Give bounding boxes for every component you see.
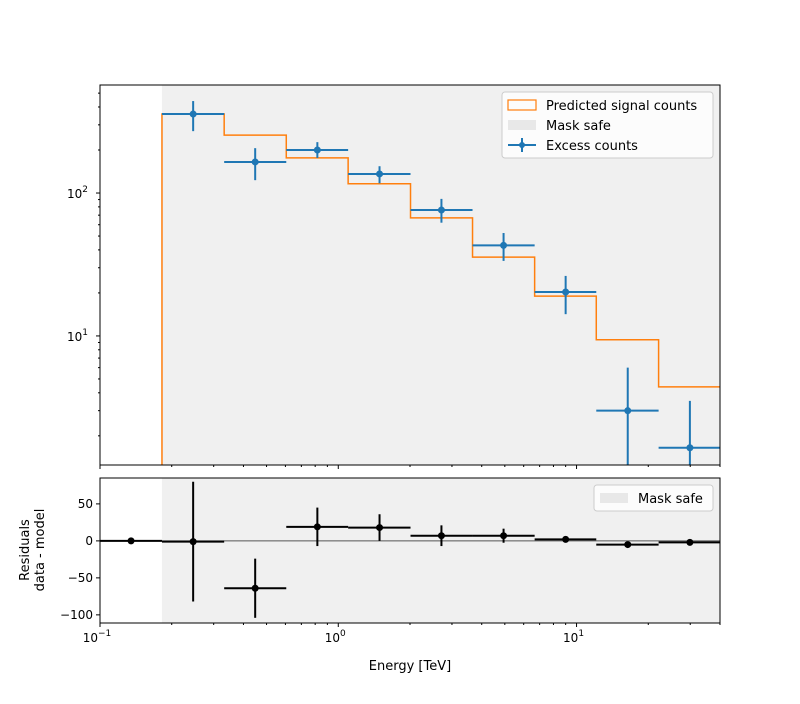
y-tick-label: 102 — [67, 185, 88, 201]
y-tick-label: 0 — [85, 534, 93, 548]
data-point — [313, 523, 321, 531]
x-tick-exp: 1 — [578, 629, 584, 639]
x-axis-label: Energy [TeV] — [369, 659, 451, 674]
legend: Mask safe — [593, 484, 714, 512]
legend-label: Mask safe — [638, 492, 703, 507]
y-tick-label: 50 — [78, 497, 93, 511]
y-tick-base: 10 — [67, 330, 82, 344]
legend-swatch-predicted — [507, 99, 537, 111]
data-point — [376, 524, 384, 532]
y-tick-label: −100 — [60, 608, 93, 622]
data-point — [562, 288, 570, 296]
legend-box — [501, 91, 714, 159]
y-axis-label-line1: Residuals — [18, 519, 33, 581]
x-tick-exp: 0 — [340, 629, 346, 639]
data-point — [686, 538, 694, 546]
x-tick-exp: −1 — [98, 629, 111, 639]
data-point — [189, 110, 197, 118]
data-point — [624, 407, 632, 415]
y-tick-label: −50 — [68, 571, 93, 585]
data-point — [500, 532, 508, 540]
data-point — [624, 541, 632, 549]
data-point — [313, 146, 321, 154]
data-point — [251, 158, 259, 166]
data-point — [251, 584, 259, 592]
y-tick-exp: 1 — [82, 328, 88, 338]
y-tick-base: 10 — [67, 187, 82, 201]
legend-label: Mask safe — [546, 119, 611, 134]
x-tick-base: 10 — [83, 631, 98, 645]
legend-label: Excess counts — [546, 139, 638, 154]
y-tick-exp: 2 — [82, 185, 88, 195]
legend-swatch-excess-dot — [519, 142, 525, 148]
data-point — [376, 170, 384, 178]
legend-box — [593, 484, 714, 512]
data-point — [500, 241, 508, 249]
data-point — [686, 444, 694, 452]
x-tick-base: 10 — [325, 631, 340, 645]
legend: Predicted signal counts Mask safe Excess c… — [501, 91, 714, 159]
data-point — [562, 535, 570, 543]
predicted-signal-step-line — [161, 113, 720, 465]
x-tick-base: 10 — [563, 631, 578, 645]
data-point — [437, 532, 445, 540]
data-point — [127, 537, 135, 545]
data-point — [189, 538, 197, 546]
legend-swatch-mask — [508, 120, 536, 130]
x-tick-label: 100 — [325, 629, 346, 645]
x-tick-label: 101 — [563, 629, 584, 645]
legend-label: Predicted signal counts — [546, 99, 697, 114]
y-axis-label-line2: data - model — [33, 509, 48, 592]
y-tick-label: 101 — [67, 328, 88, 344]
x-tick-label: 10−1 — [83, 629, 112, 645]
data-point — [437, 206, 445, 214]
legend-swatch-mask — [600, 493, 628, 503]
